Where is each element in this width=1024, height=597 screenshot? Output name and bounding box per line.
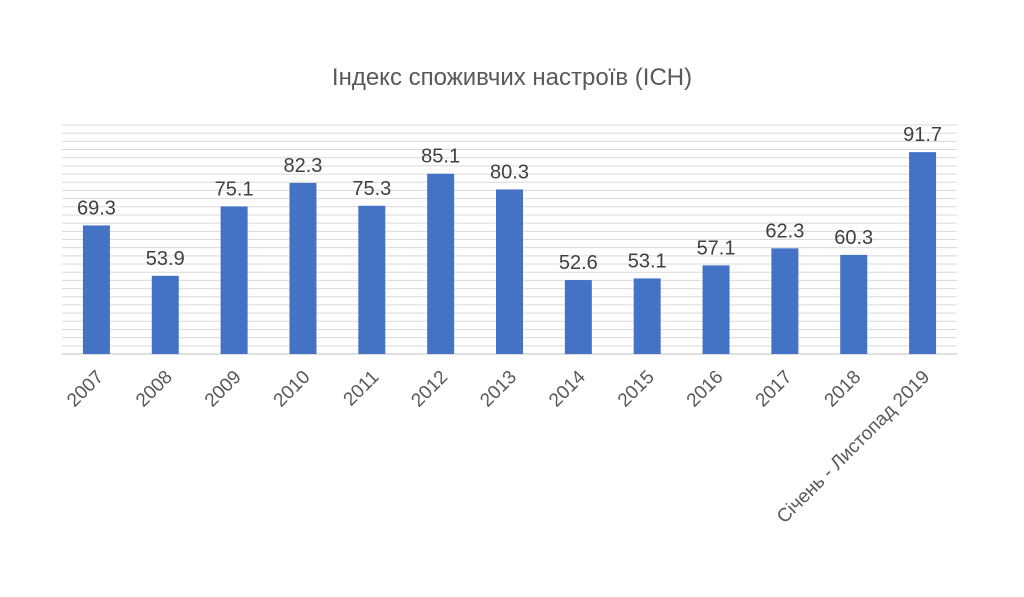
data-label: 75.3 — [352, 178, 391, 200]
bars — [82, 152, 937, 354]
bar-2008 — [151, 275, 179, 354]
data-label: 85.1 — [421, 146, 460, 168]
data-label: 69.3 — [77, 197, 116, 219]
category-labels: 2007 2008 2009 2010 2011 2012 2013 2014 2015 2016… — [63, 366, 934, 527]
bar-2013 — [496, 189, 523, 354]
data-label: 62.3 — [765, 220, 804, 242]
data-label: 53.1 — [628, 250, 667, 272]
category-label: 2016 — [683, 367, 728, 412]
bar-2014 — [564, 280, 592, 354]
data-label: 52.6 — [559, 252, 598, 274]
category-label: 2010 — [270, 367, 315, 412]
data-label: 91.7 — [903, 124, 942, 146]
data-label: 82.3 — [283, 155, 322, 177]
category-label: 2007 — [63, 367, 108, 412]
data-labels: 69.3 53.9 75.1 82.3 75.3 85.1 80.3 52.6 53.1 57.1… — [77, 124, 942, 274]
data-label: 60.3 — [834, 227, 873, 249]
bar-2017 — [771, 248, 799, 354]
data-label: 75.1 — [215, 178, 254, 200]
bar-2009 — [220, 206, 248, 354]
bar-2015 — [633, 278, 661, 354]
category-label: 2014 — [545, 366, 590, 411]
bar-2016 — [702, 265, 730, 354]
category-label: 2013 — [476, 367, 521, 412]
category-label: 2009 — [201, 367, 246, 412]
category-label: 2008 — [132, 367, 177, 412]
category-label: 2017 — [752, 367, 797, 412]
category-label: 2012 — [407, 367, 452, 412]
category-label: 2018 — [821, 367, 866, 412]
bar-2007 — [82, 225, 110, 354]
bar-2011 — [358, 205, 386, 354]
bar-2018 — [840, 254, 868, 354]
bar-2012 — [427, 173, 455, 354]
category-label: 2011 — [340, 367, 384, 411]
chart-title: Індекс споживчих настроїв (ІСН) — [332, 64, 692, 91]
bar-2010 — [289, 182, 317, 354]
category-label: 2015 — [614, 367, 659, 412]
data-label: 53.9 — [146, 248, 185, 270]
data-label: 80.3 — [490, 161, 529, 183]
data-label: 57.1 — [697, 237, 736, 259]
bar-Січень - Листопад 2019 — [909, 152, 937, 354]
